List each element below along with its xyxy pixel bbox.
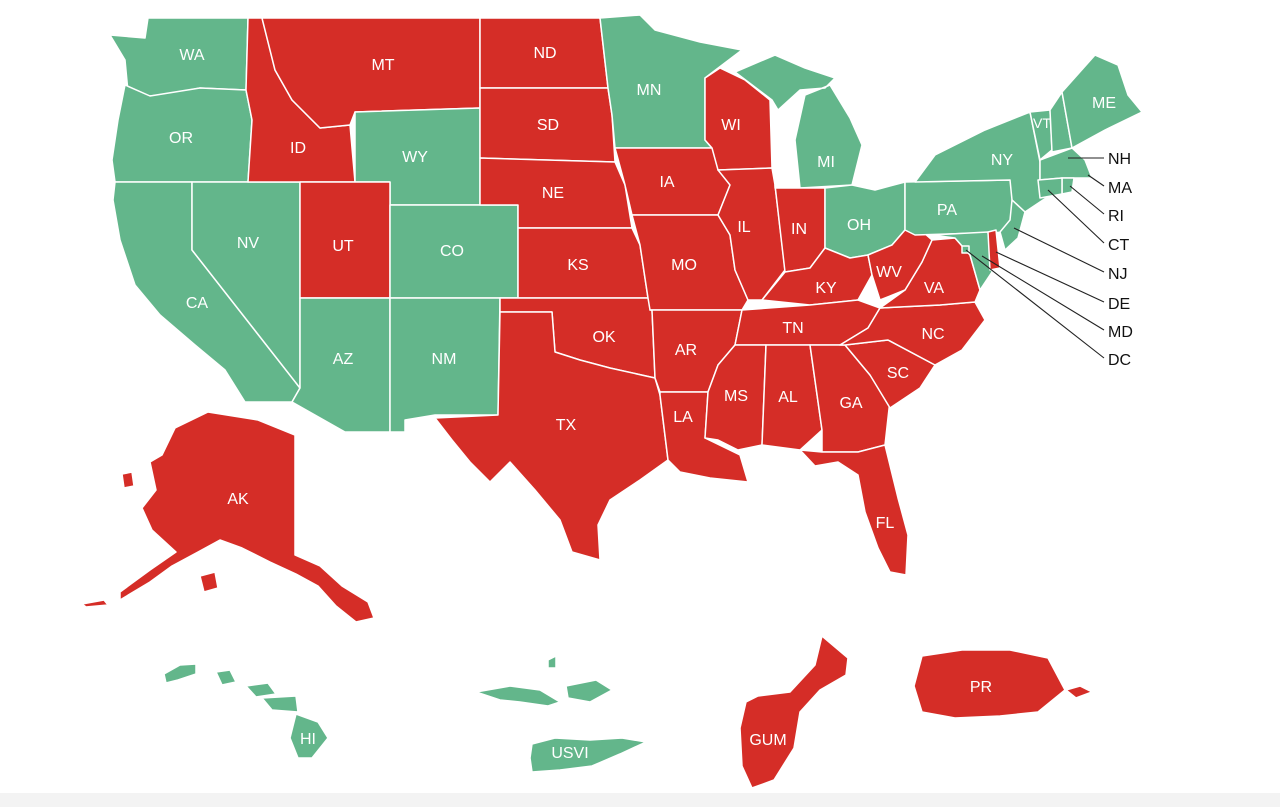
state-shape-tx[interactable] [434, 311, 669, 561]
state-shape-de[interactable] [987, 229, 1001, 271]
callout-label-ct: CT [1108, 237, 1130, 254]
state-label-hi: HI [300, 731, 316, 748]
state-label-id: ID [290, 140, 306, 157]
usvi-island-shape [547, 655, 557, 669]
state-label-ut: UT [332, 238, 354, 255]
territory-shape-gum[interactable] [739, 635, 849, 789]
state-label-nv: NV [237, 235, 260, 252]
callout-line-md [981, 255, 1105, 331]
state-label-pa: PA [937, 202, 957, 219]
usvi-island-shape [565, 679, 613, 703]
callout-line-ma [1087, 174, 1105, 187]
state-label-ia: IA [659, 174, 674, 191]
state-label-wy: WY [402, 149, 428, 166]
state-label-sd: SD [537, 117, 559, 134]
territory-shape-usvi[interactable] [529, 737, 647, 773]
state-label-ny: NY [991, 152, 1014, 169]
hawaii-island-shape [215, 669, 237, 686]
state-shape-nj[interactable] [999, 199, 1026, 251]
callout-line-ri [1069, 185, 1105, 215]
hawaii-island-shape [261, 695, 299, 713]
state-label-ar: AR [675, 342, 697, 359]
territory-label-pr: PR [970, 679, 992, 696]
state-label-il: IL [737, 219, 750, 236]
callout-line-dc [965, 249, 1105, 359]
hawaii-island-shape [163, 663, 197, 684]
state-shape-hi[interactable] [289, 713, 329, 759]
state-label-wv: WV [876, 264, 902, 281]
state-shape-ri[interactable] [1061, 177, 1075, 195]
callout-line-ct [1047, 189, 1105, 244]
state-label-tx: TX [556, 417, 577, 434]
state-shape-wv[interactable] [867, 224, 933, 301]
state-label-va: VA [924, 280, 944, 297]
state-label-vt: VT [1033, 115, 1051, 131]
state-shape-fl[interactable] [799, 444, 909, 576]
state-shape-mi[interactable] [734, 54, 863, 189]
state-label-la: LA [673, 409, 693, 426]
alaska-island-shape [121, 471, 135, 489]
state-label-nd: ND [533, 45, 556, 62]
state-shape-me[interactable] [1061, 54, 1143, 149]
alaska-island-shape [81, 599, 109, 608]
state-label-co: CO [440, 243, 464, 260]
state-shape-il[interactable] [717, 167, 786, 301]
state-label-or: OR [169, 130, 193, 147]
hawaii-island-shape [245, 682, 277, 698]
state-label-wa: WA [179, 47, 205, 64]
state-label-az: AZ [333, 351, 354, 368]
state-label-ky: KY [815, 280, 837, 297]
callout-label-dc: DC [1108, 352, 1131, 369]
state-shape-ak[interactable] [119, 411, 375, 623]
state-label-mn: MN [637, 82, 662, 99]
state-label-fl: FL [876, 515, 895, 532]
state-label-tn: TN [782, 320, 803, 337]
callout-label-nh: NH [1108, 151, 1131, 168]
callout-label-nj: NJ [1108, 266, 1128, 283]
state-label-ms: MS [724, 388, 748, 405]
state-label-in: IN [791, 221, 807, 238]
state-label-mt: MT [371, 57, 394, 74]
territory-shape-pr[interactable] [913, 649, 1066, 719]
alaska-island-shape [199, 571, 219, 593]
state-shape-al[interactable] [761, 344, 823, 451]
state-label-sc: SC [887, 365, 909, 382]
callout-line-nj [1013, 227, 1105, 273]
state-label-oh: OH [847, 217, 871, 234]
state-label-wi: WI [721, 117, 741, 134]
state-label-ca: CA [186, 295, 209, 312]
callout-label-de: DE [1108, 296, 1130, 313]
territory-label-usvi: USVI [551, 745, 588, 762]
state-label-ne: NE [542, 185, 564, 202]
callout-label-ri: RI [1108, 208, 1124, 225]
state-labels: WA OR CA NV ID MT WY UT CO AZ NM ND SD N… [169, 45, 1133, 762]
callout-line-de [995, 251, 1105, 303]
state-label-al: AL [778, 389, 798, 406]
state-label-ks: KS [567, 257, 588, 274]
region-shapes [81, 14, 1143, 789]
state-label-nm: NM [432, 351, 457, 368]
state-label-me: ME [1092, 95, 1116, 112]
state-label-ok: OK [592, 329, 615, 346]
state-label-nc: NC [921, 326, 944, 343]
usvi-island-shape [475, 685, 561, 707]
callout-label-ma: MA [1108, 180, 1132, 197]
bottom-edge [0, 793, 1280, 807]
state-label-ga: GA [839, 395, 862, 412]
state-label-mo: MO [671, 257, 697, 274]
callout-lines [965, 157, 1105, 359]
state-label-mi: MI [817, 154, 835, 171]
territory-label-gum: GUM [749, 732, 786, 749]
pr-island-shape [1065, 685, 1093, 699]
state-label-ak: AK [227, 491, 249, 508]
state-shape-ct[interactable] [1037, 177, 1063, 199]
callout-label-md: MD [1108, 324, 1133, 341]
